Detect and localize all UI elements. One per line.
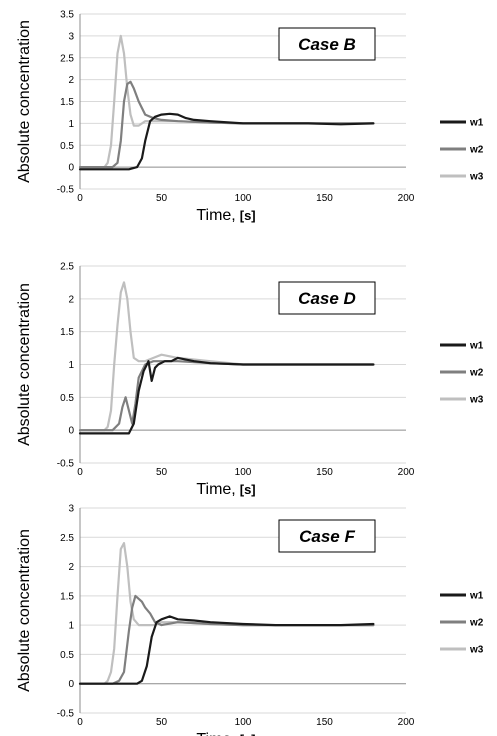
x-tick-label: 150	[316, 717, 333, 728]
series-line-w2	[78, 594, 375, 685]
y-tick-label: 2	[68, 75, 74, 86]
y-tick-label: 0.5	[60, 650, 74, 661]
x-axis-label-unit: [s]	[240, 208, 256, 223]
y-tick-label: 1	[68, 119, 74, 130]
y-tick-label: 1.5	[60, 97, 74, 108]
case-label: Case D	[298, 289, 356, 308]
legend-label-w2: w2	[469, 368, 484, 379]
y-tick-label: 3	[68, 504, 74, 515]
y-tick-label: 2.5	[60, 53, 74, 64]
series-line-w3	[78, 541, 375, 685]
legend-label-w1: w1	[469, 591, 484, 602]
x-tick-label: 0	[77, 193, 83, 204]
case-label-box	[278, 519, 376, 553]
y-tick-label: 3	[68, 31, 74, 42]
y-tick-label: 0.5	[60, 141, 74, 152]
case-label: Case B	[298, 35, 356, 54]
x-tick-label: 0	[77, 467, 83, 478]
x-tick-label: 50	[156, 467, 168, 478]
series-line-w3	[78, 281, 375, 432]
y-tick-label: 2.5	[60, 262, 74, 273]
y-tick-label: 2	[68, 294, 74, 305]
y-tick-label: 2.5	[60, 533, 74, 544]
y-tick-label: -0.5	[57, 459, 75, 470]
x-tick-label: 100	[235, 467, 252, 478]
case-label: Case F	[299, 527, 355, 546]
legend-label-w1: w1	[469, 341, 484, 352]
series-line-w1	[78, 615, 375, 685]
x-axis-label-text: Time,	[196, 207, 235, 224]
y-tick-label: 0	[68, 426, 74, 437]
y-tick-label: 0.5	[60, 393, 74, 404]
case-label-box	[278, 27, 376, 61]
x-axis-label: Time, [s]	[196, 731, 255, 736]
x-tick-label: 0	[77, 717, 83, 728]
x-tick-label: 50	[156, 717, 168, 728]
y-tick-label: 3.5	[60, 10, 74, 21]
x-tick-label: 150	[316, 467, 333, 478]
x-axis-label-unit: [s]	[240, 732, 256, 736]
x-tick-label: 150	[316, 193, 333, 204]
y-axis-label: Absolute concentration	[16, 283, 33, 446]
y-tick-label: -0.5	[57, 709, 75, 720]
y-tick-label: 1.5	[60, 327, 74, 338]
x-tick-label: 100	[235, 717, 252, 728]
x-tick-label: 50	[156, 193, 168, 204]
case-label-box	[278, 281, 376, 315]
x-tick-label: 200	[398, 717, 415, 728]
y-tick-label: 0	[68, 679, 74, 690]
y-tick-label: 0	[68, 163, 74, 174]
x-axis-label-unit: [s]	[240, 482, 256, 497]
x-axis-label: Time, [s]	[196, 481, 255, 498]
chart-panel-3: -0.500.511.522.53050100150200Time,[s]Abs…	[16, 504, 484, 736]
x-tick-label: 200	[398, 467, 415, 478]
series-line-w1	[78, 356, 375, 435]
legend-label-w3: w3	[469, 172, 484, 183]
x-tick-label: 100	[235, 193, 252, 204]
legend-label-w3: w3	[469, 645, 484, 656]
y-axis-label: Absolute concentration	[16, 20, 33, 183]
y-tick-label: 1	[68, 621, 74, 632]
y-axis-label: Absolute concentration	[16, 529, 33, 692]
y-tick-label: -0.5	[57, 185, 75, 196]
x-axis-label: Time, [s]	[196, 207, 255, 224]
y-tick-label: 2	[68, 562, 74, 573]
legend-label-w2: w2	[469, 618, 484, 629]
x-tick-label: 200	[398, 193, 415, 204]
y-tick-label: 1	[68, 360, 74, 371]
x-axis-label-text: Time,	[196, 731, 235, 736]
legend-label-w2: w2	[469, 145, 484, 156]
legend-label-w1: w1	[469, 118, 484, 129]
series-line-w2	[78, 360, 375, 432]
legend-label-w3: w3	[469, 395, 484, 406]
y-tick-label: 1.5	[60, 591, 74, 602]
series-line-w1	[78, 112, 375, 171]
x-axis-label-text: Time,	[196, 481, 235, 498]
